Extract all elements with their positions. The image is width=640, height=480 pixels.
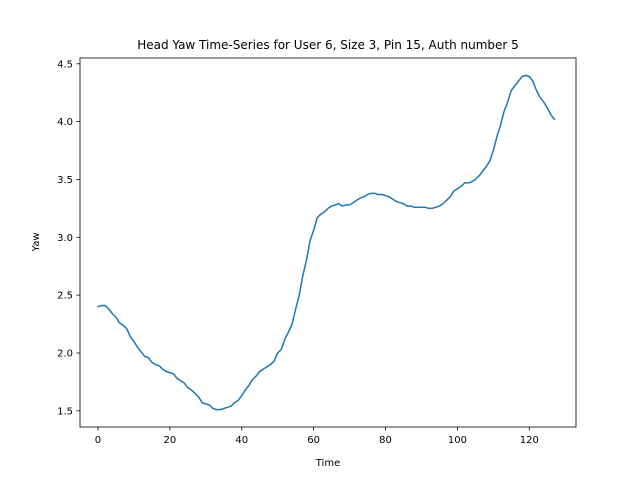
- x-tick-label: 0: [95, 435, 101, 446]
- y-tick-label: 3.5: [57, 175, 73, 186]
- x-tick-label: 80: [379, 435, 392, 446]
- y-tick-label: 2.0: [57, 348, 73, 359]
- x-tick-label: 60: [307, 435, 320, 446]
- x-tick-label: 100: [448, 435, 467, 446]
- y-tick-label: 2.5: [57, 291, 73, 302]
- y-axis-label: Yaw: [31, 232, 42, 252]
- plot-area: 0 20 40 60 80 100 120 1.5 2.0 2.5 3.0 3.5 4.0 4.5: [57, 57, 577, 446]
- y-tick-label: 3.0: [57, 233, 73, 244]
- y-tick-label: 4.0: [57, 117, 73, 128]
- chart-title: Head Yaw Time-Series for User 6, Size 3,…: [137, 38, 519, 52]
- y-tick-label: 4.5: [57, 59, 73, 70]
- y-tick-label: 1.5: [57, 406, 73, 417]
- series-line-0: [97, 74, 556, 411]
- x-tick-label: 120: [520, 435, 539, 446]
- x-axis-label: Time: [315, 458, 340, 469]
- x-tick-label: 40: [235, 435, 248, 446]
- x-tick-label: 20: [163, 435, 176, 446]
- axes-frame: [79, 57, 577, 428]
